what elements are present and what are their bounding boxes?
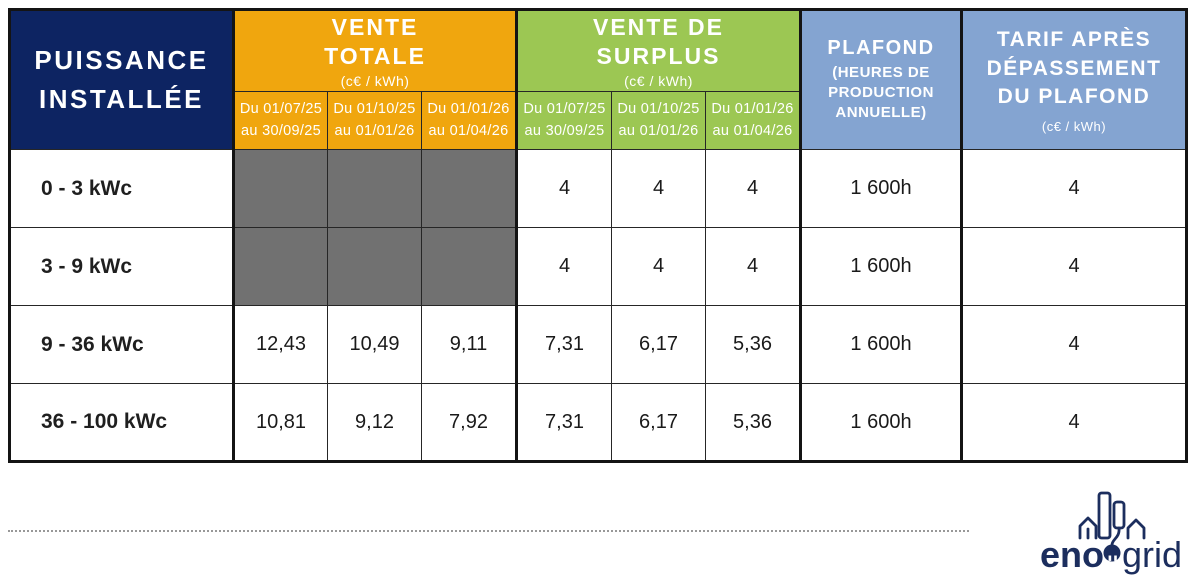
header-puissance-installee: PUISSANCE INSTALLÉE [9,9,234,150]
cell-vente-totale-na [421,227,517,306]
cell-vente-totale: 10,81 [232,383,328,462]
cell-plafond: 1 600h [799,227,962,306]
table-row: 3 - 9 kWc 4 4 4 1 600h 4 [9,227,1187,306]
header-text: PLAFOND [827,36,935,59]
period-header-vente-totale-3: Du 01/01/26 au 01/04/26 [421,91,517,150]
table-row: 9 - 36 kWc 12,43 10,49 9,11 7,31 6,17 5,… [9,305,1187,384]
header-text: SURPLUS [596,42,721,69]
cell-vente-surplus: 4 [611,149,706,228]
period-to: au 01/01/26 [618,122,699,139]
logo-text-bold: eno [1040,534,1104,575]
period-to: au 01/04/26 [428,122,509,139]
cell-vente-surplus: 5,36 [705,383,801,462]
cell-plafond: 1 600h [799,305,962,384]
row-label: 3 - 9 kWc [9,227,234,306]
table-row: 0 - 3 kWc 4 4 4 1 600h 4 [9,149,1187,228]
period-to: au 30/09/25 [241,122,321,139]
cell-tarif: 4 [960,305,1187,384]
row-label: 36 - 100 kWc [9,383,234,462]
cell-vente-totale: 10,49 [327,305,422,384]
header-vente-de-surplus: VENTE DE SURPLUS (c€ / kWh) [515,9,801,92]
cell-vente-surplus: 7,31 [515,383,612,462]
cell-vente-surplus: 7,31 [515,305,612,384]
cell-vente-totale-na [232,149,328,228]
cell-vente-surplus: 6,17 [611,305,706,384]
cell-vente-surplus: 6,17 [611,383,706,462]
cell-vente-totale-na [327,149,422,228]
period-from: Du 01/01/26 [711,101,794,118]
header-text: DU PLAFOND [997,85,1151,109]
cell-vente-surplus: 4 [611,227,706,306]
cell-vente-surplus: 4 [705,149,801,228]
cell-tarif: 4 [960,383,1187,462]
period-from: Du 01/07/25 [523,101,606,118]
cell-vente-totale: 12,43 [232,305,328,384]
header-text: TARIF APRÈS [996,28,1152,52]
cell-vente-surplus: 5,36 [705,305,801,384]
cell-vente-surplus: 4 [515,227,612,306]
period-to: au 01/04/26 [712,122,793,139]
cell-vente-totale: 9,11 [421,305,517,384]
cell-vente-totale-na [232,227,328,306]
cell-tarif: 4 [960,149,1187,228]
period-header-vente-totale-2: Du 01/10/25 au 01/01/26 [327,91,422,150]
period-from: Du 01/07/25 [239,101,323,118]
unit-label: (c€ / kWh) [1041,118,1107,134]
header-subtext: PRODUCTION [828,83,934,101]
header-subtext: ANNUELLE) [835,104,927,122]
header-text: PUISSANCE [34,45,209,75]
header-text: VENTE DE [592,14,725,41]
header-text: INSTALLÉE [38,84,205,114]
cell-vente-totale-na [421,149,517,228]
period-from: Du 01/01/26 [427,101,510,118]
period-to: au 30/09/25 [524,122,605,139]
period-from: Du 01/10/25 [333,101,416,118]
row-label: 9 - 36 kWc [9,305,234,384]
period-to: au 01/01/26 [334,122,415,139]
cell-vente-surplus: 4 [515,149,612,228]
cell-plafond: 1 600h [799,383,962,462]
dotted-divider [8,530,969,532]
cell-vente-totale-na [327,227,422,306]
period-header-surplus-2: Du 01/10/25 au 01/01/26 [611,91,706,150]
cell-vente-surplus: 4 [705,227,801,306]
buildings-plug-icon: eno grid [1040,491,1182,575]
header-plafond: PLAFOND (HEURES DE PRODUCTION ANNUELLE) [799,9,962,150]
header-text: VENTE [331,14,419,41]
period-from: Du 01/10/25 [617,101,700,118]
cell-vente-totale: 7,92 [421,383,517,462]
logo-text-light: grid [1122,534,1182,575]
cell-plafond: 1 600h [799,149,962,228]
period-header-surplus-1: Du 01/07/25 au 30/09/25 [515,91,612,150]
header-text: TOTALE [324,42,426,69]
table-row: 36 - 100 kWc 10,81 9,12 7,92 7,31 6,17 5… [9,383,1187,462]
header-vente-totale: VENTE TOTALE (c€ / kWh) [232,9,517,92]
tariff-table: PUISSANCE INSTALLÉE VENTE TOTALE (c€ / k… [8,8,1188,463]
unit-label: (c€ / kWh) [340,72,410,89]
cell-tarif: 4 [960,227,1187,306]
cell-vente-totale: 9,12 [327,383,422,462]
row-label: 0 - 3 kWc [9,149,234,228]
unit-label: (c€ / kWh) [624,72,693,89]
header-subtext: (HEURES DE [832,63,930,81]
header-text: DÉPASSEMENT [986,56,1162,80]
period-header-surplus-3: Du 01/01/26 au 01/04/26 [705,91,801,150]
enogrid-logo: eno grid [1038,481,1192,575]
header-tarif-apres-depassement: TARIF APRÈS DÉPASSEMENT DU PLAFOND (c€ /… [960,9,1187,150]
period-header-vente-totale-1: Du 01/07/25 au 30/09/25 [232,91,328,150]
